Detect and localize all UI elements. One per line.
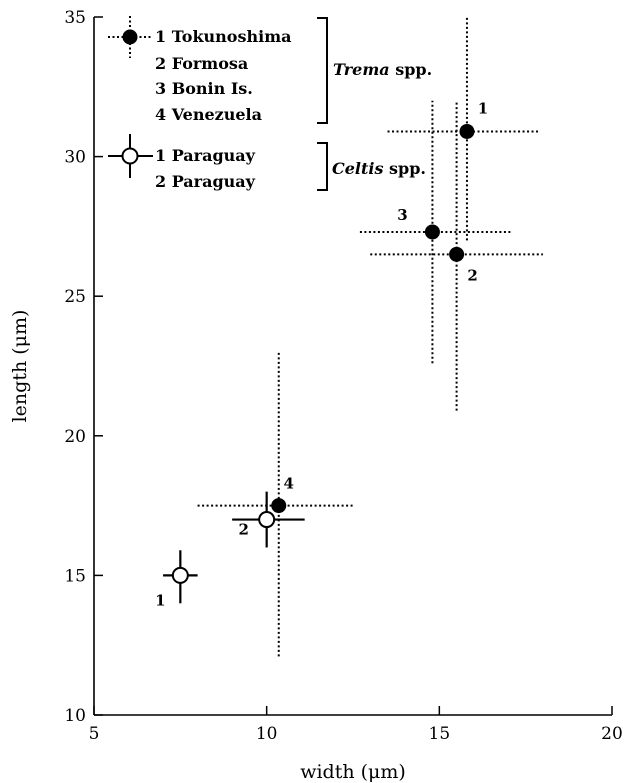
y-tick-label: 35 [64, 8, 86, 28]
legend-genus-suffix: spp. [383, 159, 426, 178]
x-ticks: 5 10 15 20 [89, 706, 623, 744]
data-point-label: 2 [238, 521, 248, 539]
data-point-open [171, 566, 189, 584]
y-axis-label: length (μm) [9, 310, 31, 423]
data-point-open [258, 511, 276, 529]
x-tick-label: 20 [601, 724, 623, 744]
x-tick-label: 15 [429, 724, 451, 744]
data-point-label: 2 [467, 266, 477, 284]
legend-entry: 3 Bonin Is. [155, 79, 253, 98]
data-point-filled [449, 246, 465, 262]
data-point-label: 1 [478, 99, 488, 117]
legend-genus: Celtis [332, 159, 383, 178]
data-point-filled [459, 123, 475, 139]
y-tick-label: 30 [64, 148, 86, 168]
y-tick-label: 10 [64, 706, 86, 726]
data-point-label: 1 [155, 591, 165, 609]
legend-marker-filled [122, 29, 138, 45]
legend-group-label: Celtis spp. [332, 159, 426, 178]
y-tick-label: 25 [64, 287, 86, 307]
data-points [171, 123, 475, 584]
legend-entry: 1 Paraguay [155, 146, 256, 165]
x-tick-label: 10 [256, 724, 278, 744]
legend-entry: 1 Tokunoshima [155, 27, 291, 46]
y-tick-label: 15 [64, 566, 86, 586]
legend-entry: 2 Formosa [155, 54, 248, 73]
data-point-label: 3 [397, 206, 407, 224]
y-tick-label: 20 [64, 427, 86, 447]
y-ticks: 10 15 20 25 30 35 [64, 8, 103, 726]
data-point-label: 4 [284, 475, 294, 493]
legend-bracket [317, 17, 328, 124]
axes [93, 17, 612, 716]
point-labels: 1 2 3 4 1 2 [155, 99, 488, 609]
legend-group-label: Trema spp. [333, 60, 432, 79]
legend-genus: Trema [333, 60, 390, 79]
legend-entry: 4 Venezuela [155, 105, 262, 124]
x-axis-label: width (μm) [300, 761, 406, 783]
data-point-filled [271, 498, 287, 514]
x-tick-label: 5 [89, 724, 100, 744]
legend-entry: 2 Paraguay [155, 172, 256, 191]
legend-bracket [317, 142, 328, 191]
legend-marker-open [121, 147, 139, 165]
legend: 1 Tokunoshima 2 Formosa 3 Bonin Is. 4 Venez… [108, 16, 432, 191]
data-point-filled [424, 224, 440, 240]
legend-genus-suffix: spp. [390, 60, 433, 79]
